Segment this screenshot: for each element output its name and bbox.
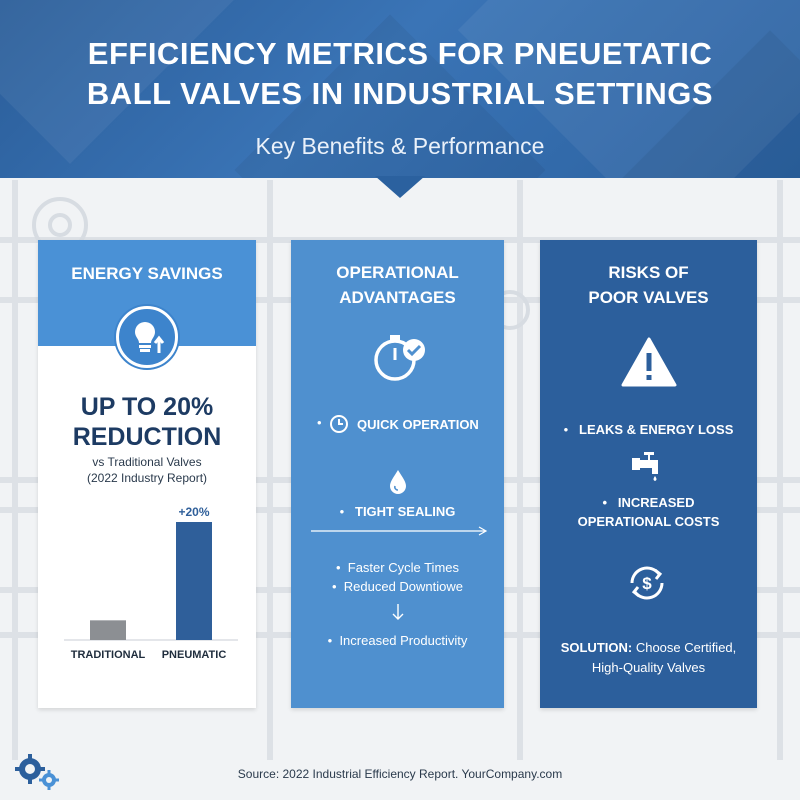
operational-card-title: OPERATIONAL ADVANTAGES (291, 260, 504, 310)
increased-productivity-item: • Increased Productivity (327, 633, 468, 648)
warning-triangle-icon (621, 337, 677, 387)
quick-operation-label: QUICK OPERATION (357, 417, 479, 432)
energy-stat-line-2: REDUCTION (72, 423, 222, 451)
svg-text:$: $ (642, 574, 652, 593)
bar-traditional (90, 620, 126, 640)
quick-operation-row: • QUICK OPERATION (317, 415, 479, 433)
data-label-pneumatic: +20% (178, 505, 209, 519)
energy-compare-text: vs Traditional Valves (92, 455, 202, 469)
page-title-line-2: BALL VALVES IN INDUSTRIAL SETTINGS (86, 76, 714, 111)
list-item: • Faster Cycle Times (335, 560, 460, 575)
down-arrow-icon (392, 604, 404, 620)
dollar-cycle-icon: $ (630, 566, 664, 600)
tight-sealing-row: • TIGHT SEALING (339, 504, 456, 519)
energy-bar-chart: TRADITIONAL PNEUMATIC +20% (64, 505, 238, 661)
solution-text-2: High-Quality Valves (591, 660, 706, 675)
risks-card-title: RISKS OF POOR VALVES (540, 260, 757, 310)
stopwatch-check-icon (374, 335, 425, 381)
page-title: EFFICIENCY METRICS FOR PNEUETATIC BALL V… (0, 34, 800, 114)
operational-advantages-card: OPERATIONAL ADVANTAGES • QUICK OPERATION… (291, 240, 504, 708)
lightbulb-arrow-icon (116, 306, 178, 368)
tick-label-pneumatic: PNEUMATIC (162, 649, 227, 661)
risks-card: RISKS OF POOR VALVES • LEAKS & ENERGY LO… (540, 240, 757, 708)
solution-label: SOLUTION: (560, 640, 633, 655)
operational-title-line-2: ADVANTAGES (339, 288, 456, 307)
energy-source-note: (2022 Industry Report) (86, 471, 208, 485)
list-item: • Reduced Downtiowe (331, 579, 463, 594)
water-drop-icon (390, 470, 406, 494)
gears-logo-icon (15, 754, 59, 790)
operational-costs-row: • INCREASED OPERATIONAL COSTS (540, 493, 757, 531)
risks-title-line-2: POOR VALVES (588, 288, 709, 307)
operational-benefits-list: • Faster Cycle Times • Reduced Downtiowe (291, 558, 504, 596)
tight-sealing-label: TIGHT SEALING (355, 504, 456, 519)
energy-savings-card: ENERGY SAVINGS UP TO 20% REDUCTION vs Tr… (38, 240, 256, 708)
tick-label-traditional: TRADITIONAL (71, 649, 146, 661)
operational-title-line-1: OPERATIONAL (336, 263, 459, 282)
page-title-line-1: EFFICIENCY METRICS FOR PNEUETATIC (87, 36, 713, 71)
costs-line-2: OPERATIONAL COSTS (577, 514, 720, 529)
leaks-row: • LEAKS & ENERGY LOSS (563, 422, 734, 437)
bar-pneumatic (176, 522, 212, 640)
page-subtitle: Key Benefits & Performance (255, 133, 545, 159)
leaking-faucet-icon (632, 452, 658, 481)
header-banner: EFFICIENCY METRICS FOR PNEUETATIC BALL V… (0, 0, 800, 178)
right-arrow-divider (311, 526, 488, 536)
costs-line-1: INCREASED (617, 495, 695, 510)
solution-block: SOLUTION: Choose Certified, High-Quality… (540, 638, 757, 678)
footer-source: Source: 2022 Industrial Efficiency Repor… (237, 767, 563, 781)
energy-card-title: ENERGY SAVINGS (71, 264, 223, 283)
header-notch (375, 176, 425, 198)
leaks-label: LEAKS & ENERGY LOSS (579, 422, 734, 437)
solution-text-1: Choose Certified, (635, 640, 737, 655)
energy-stat-line-1: UP TO 20% (80, 393, 214, 421)
risks-title-line-1: RISKS OF (608, 263, 689, 282)
clock-icon (330, 415, 348, 433)
